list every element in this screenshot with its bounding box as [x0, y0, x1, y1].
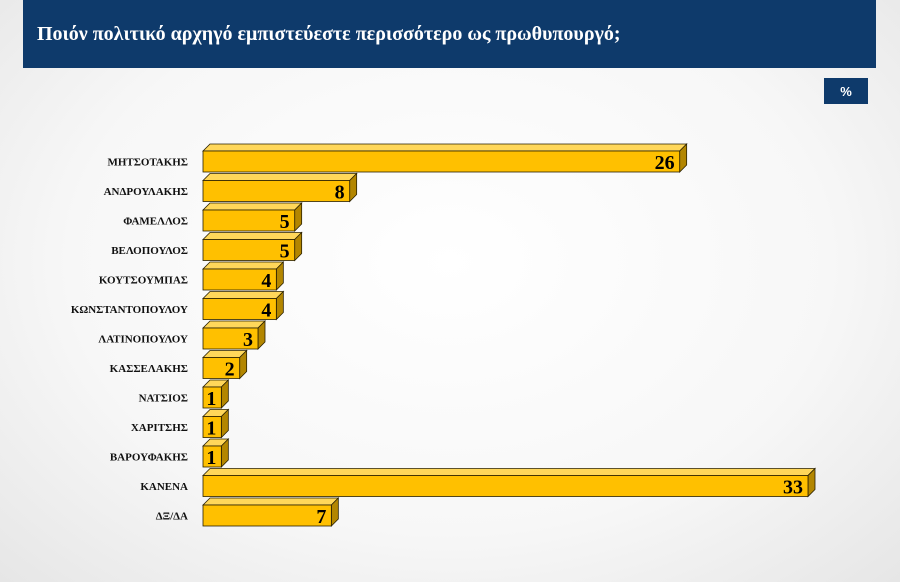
bar-top-face [202, 291, 285, 299]
bar-top-face [202, 320, 266, 329]
category-label: ΒΕΛΟΠΟΥΛΟΣ [111, 245, 188, 257]
unit-badge: % [824, 78, 868, 104]
value-label: 5 [280, 211, 290, 233]
value-label: 4 [261, 270, 271, 292]
bar-top-face [202, 497, 340, 506]
category-label: ΦΑΜΕΛΛΟΣ [123, 216, 188, 228]
value-label: 33 [783, 477, 803, 499]
category-label: ΒΑΡΟΥΦΑΚΗΣ [110, 452, 188, 464]
bar-top-face [202, 202, 303, 211]
category-label: ΝΑΤΣΙΟΣ [139, 393, 188, 405]
bar [202, 475, 809, 497]
category-label: ΧΑΡΙΤΣΗΣ [131, 422, 188, 434]
category-label: ΜΗΤΣΟΤΑΚΗΣ [107, 157, 188, 169]
value-label: 1 [206, 388, 216, 410]
category-label: ΚΑΝΕΝΑ [140, 481, 188, 493]
value-label: 1 [206, 447, 216, 469]
bar [202, 298, 277, 320]
value-label: 2 [225, 359, 235, 381]
bar-top-face [202, 232, 303, 240]
value-label: 26 [655, 152, 675, 174]
bar [202, 504, 332, 527]
value-label: 4 [261, 300, 271, 322]
value-label: 3 [243, 329, 253, 351]
bar [202, 327, 259, 350]
bar-top-face [202, 261, 285, 270]
category-label: ΚΑΣΣΕΛΑΚΗΣ [110, 363, 188, 375]
bar [202, 209, 296, 232]
bar [202, 239, 296, 261]
bar [202, 416, 222, 438]
bar-top-face [202, 350, 248, 358]
bar-top-face [202, 143, 688, 152]
value-label: 5 [280, 241, 290, 263]
title-banner: Ποιόν πολιτικό αρχηγό εμπιστεύεστε περισ… [23, 0, 876, 68]
category-label: ΚΩΝΣΤΑΝΤΟΠΟΥΛΟΥ [71, 304, 188, 316]
bar-top-face [202, 173, 358, 181]
value-label: 8 [335, 182, 345, 204]
category-label: ΛΑΤΙΝΟΠΟΥΛΟΥ [98, 334, 188, 346]
value-label: 7 [316, 506, 326, 528]
bar [202, 357, 241, 379]
bar [202, 268, 277, 291]
category-label: ΔΞ/ΔΑ [156, 511, 188, 523]
value-label: 1 [206, 418, 216, 440]
bar-top-face [202, 468, 816, 476]
bar [202, 150, 681, 173]
bar [202, 445, 222, 468]
bar [202, 180, 351, 202]
category-label: ΚΟΥΤΣΟΥΜΠΑΣ [99, 275, 188, 287]
chart-title: Ποιόν πολιτικό αρχηγό εμπιστεύεστε περισ… [37, 22, 621, 45]
bar [202, 386, 222, 409]
category-label: ΑΝΔΡΟΥΛΑΚΗΣ [104, 186, 188, 198]
